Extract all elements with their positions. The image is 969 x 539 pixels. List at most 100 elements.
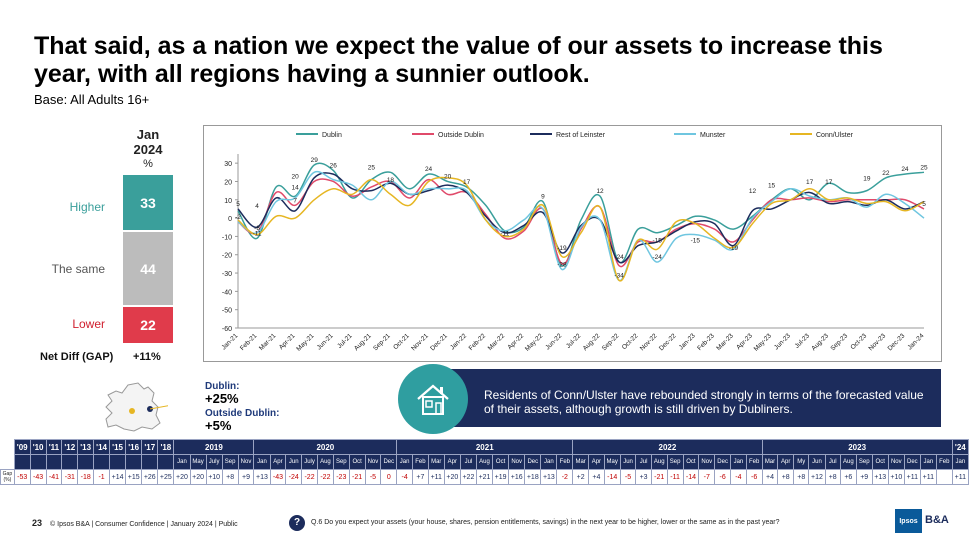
- y-tick-label: 0: [228, 216, 232, 223]
- gap-month-header: Feb: [411, 454, 429, 470]
- page-number: 23: [32, 518, 43, 528]
- gap-month-header: Mar: [427, 454, 445, 470]
- data-label: -24: [653, 254, 663, 261]
- gap-month-header: Jan: [951, 454, 969, 470]
- y-tick-label: 10: [224, 198, 232, 205]
- gap-value: +12: [808, 469, 826, 485]
- gap-month-header: Dec: [524, 454, 542, 470]
- gap-year-header: '16: [125, 439, 143, 455]
- gap-month-header: Feb: [556, 454, 574, 470]
- gap-value: +11: [427, 469, 445, 485]
- data-label: -11: [253, 230, 262, 237]
- gap-value: -6: [745, 469, 763, 485]
- gap-year-header: 2023: [761, 439, 953, 455]
- gap-value: -2: [556, 469, 574, 485]
- gap-value: +13: [540, 469, 558, 485]
- data-label: -19: [729, 245, 739, 252]
- gap-value: -43: [269, 469, 287, 485]
- gap-value: +10: [205, 469, 223, 485]
- gap-value: -23: [332, 469, 350, 485]
- gap-month-header: Sep: [855, 454, 873, 470]
- data-label: -8: [254, 225, 260, 232]
- gap-year-header: '11: [45, 439, 63, 455]
- gap-month-header: May: [603, 454, 621, 470]
- gap-value: -7: [698, 469, 716, 485]
- data-label: 12: [596, 188, 604, 195]
- x-tick-label: May-21: [295, 332, 316, 353]
- gap-month-header: Jan: [540, 454, 558, 470]
- gap-month-header: Aug: [316, 454, 334, 470]
- question-text: Q.6 Do you expect your assets (your hous…: [311, 519, 780, 526]
- data-label: 20: [292, 173, 300, 180]
- y-tick-label: -50: [222, 308, 232, 315]
- gap-month-header: Oct: [348, 454, 366, 470]
- gap-month-header: Aug: [475, 454, 494, 470]
- gap-month-header: Feb: [745, 454, 763, 470]
- data-label: -24: [614, 254, 624, 261]
- x-tick-label: Jun-23: [773, 332, 792, 351]
- gap-month-header: [45, 454, 63, 470]
- house-icon: [398, 364, 468, 434]
- gap-month-header: Mar: [761, 454, 779, 470]
- gap-month-header: Jun: [285, 454, 303, 470]
- data-label: 24: [425, 166, 433, 173]
- ba-logo: B&A: [925, 514, 949, 526]
- gap-month-header: Nov: [364, 454, 382, 470]
- label-higher: Higher: [69, 200, 105, 214]
- gap-month-header: Jul: [459, 454, 477, 470]
- x-tick-label: May-23: [753, 332, 774, 353]
- question-icon: ?: [289, 515, 305, 531]
- gap-value: [935, 469, 953, 485]
- gap-month-header: My: [793, 454, 810, 470]
- series-line-munster: [237, 170, 925, 282]
- gap-value: -53: [13, 469, 31, 485]
- x-tick-label: Jan-22: [449, 332, 468, 351]
- data-label: 20: [444, 173, 452, 180]
- gap-month-header: Oct: [871, 454, 889, 470]
- gap-value: +20: [173, 469, 191, 485]
- x-tick-label: Jun-21: [316, 332, 335, 351]
- gap-year-header: '13: [77, 439, 95, 455]
- gap-value: -31: [61, 469, 79, 485]
- gap-table: '09'10'11'12'13'14'15'16'17'18 2019 2020 20…: [0, 439, 969, 485]
- gap-month-header: Nov: [698, 454, 716, 470]
- gap-month-header: Aug: [839, 454, 857, 470]
- gap-month-header: Apr: [588, 454, 605, 470]
- gap-month-header: Jan: [396, 454, 413, 470]
- gap-month-header: Jun: [619, 454, 637, 470]
- gap-value: -4: [730, 469, 747, 485]
- data-label: 26: [330, 162, 338, 169]
- gap-value: +19: [492, 469, 510, 485]
- snapshot-period-year: 2024: [133, 142, 163, 157]
- x-tick-label: Dec-21: [429, 332, 449, 352]
- gap-month-header: [93, 454, 111, 470]
- gap-year-header: '12: [61, 439, 79, 455]
- gap-value: +6: [839, 469, 857, 485]
- gap-month-header: [61, 454, 79, 470]
- gap-value: -22: [316, 469, 334, 485]
- stack-same: 44: [123, 232, 173, 305]
- gap-value: +9: [237, 469, 255, 485]
- x-tick-label: Nov-22: [639, 332, 659, 352]
- gap-month-header: Oct: [682, 454, 700, 470]
- data-label: 17: [825, 179, 833, 186]
- gap-value: +4: [761, 469, 779, 485]
- footer-text: © Ipsos B&A | Consumer Confidence | Janu…: [50, 521, 238, 528]
- gap-month-header: Dec: [714, 454, 732, 470]
- line-chart: 30 20 10 0 -10 -20 -30 -40 -50 -60 Jan-21 Feb-21 Mar…: [203, 125, 942, 362]
- gap-value: +25: [157, 469, 175, 485]
- gap-month-header: Jan: [919, 454, 937, 470]
- gap-month-header: [125, 454, 143, 470]
- stack-lower: 22: [123, 307, 173, 343]
- gap-value: -14: [603, 469, 621, 485]
- data-label: 24: [901, 166, 909, 173]
- y-tick-label: -30: [222, 271, 232, 278]
- x-tick-label: Jun-22: [544, 332, 563, 351]
- x-tick-label: Feb-22: [468, 332, 488, 352]
- map-outside-label: Outside Dublin:: [205, 408, 280, 419]
- gap-value: -5: [364, 469, 382, 485]
- x-tick-label: Dec-23: [887, 332, 907, 352]
- legend-label: Rest of Leinster: [556, 132, 606, 139]
- gap-value: -11: [666, 469, 684, 485]
